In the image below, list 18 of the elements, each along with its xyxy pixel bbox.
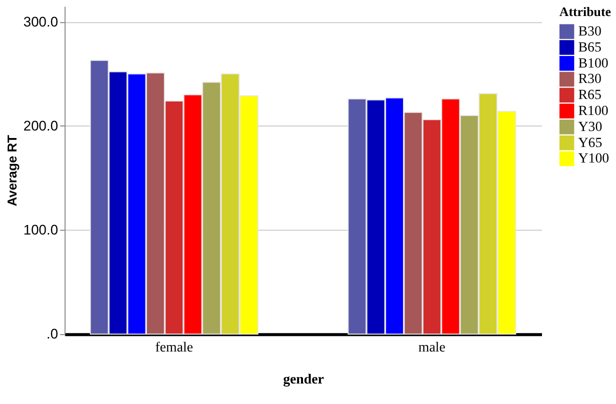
x-axis-title: gender — [283, 372, 324, 388]
legend-label: Y65 — [578, 136, 602, 151]
legend-label: B100 — [578, 56, 608, 72]
x-tick-label: female — [155, 340, 194, 356]
legend-label: Y100 — [578, 152, 610, 167]
y-tick-label: .0 — [46, 326, 58, 342]
legend-label: R65 — [578, 88, 602, 104]
legend-label: R100 — [578, 104, 608, 120]
legend-label: B65 — [578, 40, 602, 56]
legend-label: B30 — [578, 24, 602, 40]
y-tick-label: 300.0 — [23, 13, 58, 30]
legend-label: R30 — [578, 72, 602, 88]
y-tick-label: 200.0 — [23, 117, 58, 134]
y-axis-title: Average RT — [4, 134, 20, 206]
legend-label: Y30 — [578, 120, 602, 135]
x-tick-label: male — [418, 340, 446, 356]
y-tick-label: 100.0 — [23, 221, 58, 238]
legend-title: Attribute — [559, 4, 612, 20]
